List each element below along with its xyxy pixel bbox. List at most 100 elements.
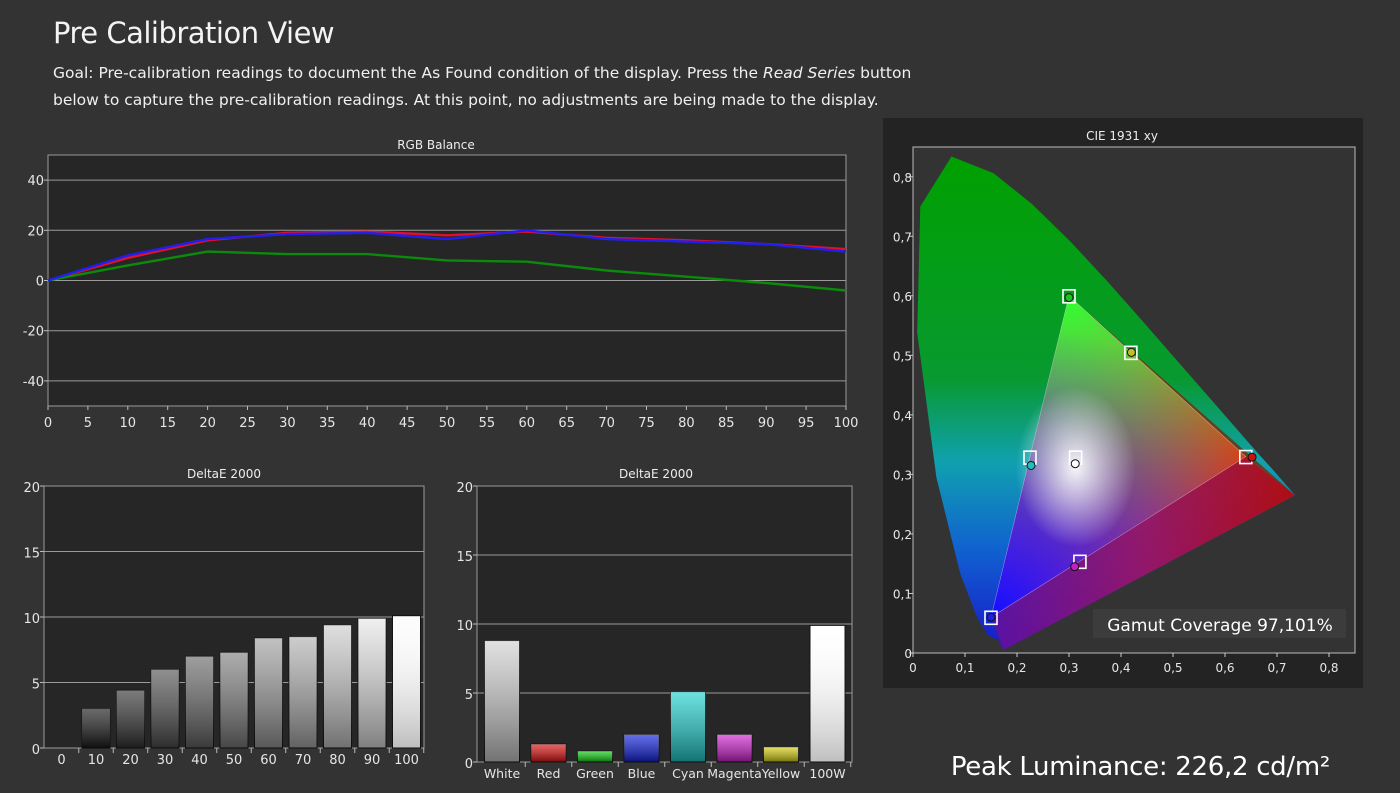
rgb-balance-x-tick-label: 100	[834, 416, 859, 431]
rgb-balance-blue-line	[47, 229, 847, 282]
grayscale-deltae-x-tick-label: 0	[57, 753, 65, 768]
color-deltae-chart: DeltaE 2000 20 15 10 5 0 White Red Green Blue Cy…	[456, 467, 853, 781]
rgb-balance-y-tick-label: 20	[27, 224, 44, 239]
cie-y-tick-label: 0,8	[893, 171, 912, 185]
rgb-balance-x-tick-label: 20	[199, 416, 216, 431]
color-deltae-grid	[477, 485, 852, 763]
grayscale-deltae-x-ticks: 0 10 20 30 40 50 60 70 80 90 100	[57, 748, 425, 768]
color-deltae-x-tick-label: Cyan	[672, 766, 704, 781]
cie-y-tick-label: 0,6	[893, 290, 912, 304]
cie-measured-point	[1070, 459, 1080, 469]
grayscale-deltae-y-tick-label: 5	[32, 678, 40, 693]
cie-measured-point	[1026, 460, 1036, 470]
color-deltae-x-tick-label: Red	[537, 766, 561, 781]
rgb-balance-lines	[47, 229, 847, 292]
read-series-emphasis: Read Series	[762, 64, 856, 82]
rgb-balance-x-tick-label: 40	[359, 416, 376, 431]
color-deltae-bar-shade	[531, 744, 566, 762]
cie-x-tick-label: 0,3	[1059, 661, 1078, 675]
rgb-balance-x-tick-label: 75	[638, 416, 655, 431]
rgb-balance-y-tick-label: -40	[23, 375, 44, 390]
color-deltae-y-tick-label: 0	[465, 757, 473, 772]
color-deltae-x-tick-label: Magenta	[707, 766, 762, 781]
grayscale-deltae-x-tick-label: 100	[394, 753, 419, 768]
grayscale-deltae-x-tick-label: 20	[122, 753, 139, 768]
grayscale-deltae-bar-shade	[323, 624, 352, 748]
cie-x-tick-label: 0,1	[955, 661, 974, 675]
grayscale-deltae-bar-shade	[151, 669, 179, 748]
grayscale-deltae-x-tick-label: 70	[295, 753, 312, 768]
rgb-balance-grid	[48, 179, 846, 382]
cie-target-square	[1062, 289, 1076, 304]
cie-x-tick-label: 0,7	[1267, 661, 1286, 675]
goal-text-prefix: Goal: Pre-calibration readings to docume…	[53, 64, 763, 82]
grayscale-deltae-x-tick-label: 40	[191, 753, 208, 768]
rgb-balance-x-tick-label: 55	[479, 416, 496, 431]
grayscale-deltae-bars	[81, 615, 421, 749]
grayscale-deltae-bar-shade	[185, 656, 214, 748]
cie-y-tick-label: 0,7	[893, 230, 912, 244]
rgb-balance-y-tick-label: 0	[36, 275, 44, 290]
cie-y-tick-label: 0	[904, 647, 912, 661]
peak-luminance: Peak Luminance: 226,2 cd/m²	[950, 752, 1330, 782]
rgb-balance-x-ticks: 0 5 10 15 20 25 30 35 40 45 50 55 60 65 70 75 80 85 90 95 10…	[44, 406, 859, 431]
grayscale-deltae-x-tick-label: 80	[329, 753, 346, 768]
cie-measured-point	[1126, 347, 1136, 357]
cie-orange-region	[1069, 295, 1246, 457]
grayscale-deltae-title: DeltaE 2000	[187, 467, 261, 481]
grayscale-deltae-y-tick-label: 20	[23, 481, 40, 496]
cie-x-tick-label: 0,4	[1111, 661, 1130, 675]
rgb-balance-title: RGB Balance	[397, 138, 475, 152]
color-deltae-x-tick-label: Blue	[628, 766, 656, 781]
rgb-balance-x-tick-label: 80	[678, 416, 695, 431]
rgb-balance-x-tick-label: 60	[519, 416, 536, 431]
grayscale-deltae-y-ticks: 20 15 10 5 0	[23, 481, 44, 758]
cie-y-tick-label: 0,4	[893, 409, 912, 423]
rgb-balance-x-tick-label: 35	[319, 416, 336, 431]
color-deltae-y-ticks: 20 15 10 5 0	[456, 481, 477, 772]
color-deltae-x-tick-label: 100W	[809, 766, 845, 781]
rgb-balance-x-tick-label: 0	[44, 416, 52, 431]
color-deltae-bar-shade	[624, 734, 659, 762]
cie-measured-point	[1070, 562, 1080, 572]
cie-y-tick-label: 0,1	[893, 587, 912, 601]
cie-x-tick-label: 0	[909, 661, 917, 675]
rgb-balance-x-tick-label: 45	[399, 416, 416, 431]
color-deltae-bar-shade	[810, 625, 845, 762]
rgb-balance-x-tick-label: 65	[558, 416, 575, 431]
grayscale-deltae-x-tick-label: 30	[157, 753, 174, 768]
cie-purple-region	[991, 456, 1295, 650]
color-deltae-bar-shade	[763, 746, 799, 762]
color-deltae-y-tick-label: 10	[456, 619, 473, 634]
cie-target-square	[1073, 554, 1087, 570]
color-deltae-y-tick-label: 20	[456, 481, 473, 496]
color-deltae-bar-shade	[717, 734, 752, 762]
color-deltae-bars	[484, 624, 846, 763]
rgb-balance-x-tick-label: 30	[279, 416, 296, 431]
cie-target-square	[1124, 345, 1138, 361]
cie-x-tick-label: 0,2	[1007, 661, 1026, 675]
grayscale-deltae-x-tick-label: 50	[226, 753, 243, 768]
goal-text-suffix: button below to capture the pre-calibrat…	[53, 64, 912, 109]
cie-x-tick-label: 0,5	[1163, 661, 1182, 675]
color-deltae-y-tick-label: 15	[456, 550, 473, 565]
color-deltae-title: DeltaE 2000	[619, 467, 693, 481]
rgb-balance-y-ticks: 40 20 0 -20 -40	[23, 174, 48, 390]
cie-x-ticks: 0 0,1 0,2 0,3 0,4 0,5 0,6 0,7 0,8	[909, 653, 1339, 675]
gamut-coverage-box	[1093, 609, 1346, 638]
page-title: Pre Calibration View	[53, 16, 335, 50]
color-deltae-bar-shade	[484, 640, 520, 762]
rgb-balance-x-tick-label: 5	[84, 416, 92, 431]
rgb-balance-y-tick-label: 40	[27, 174, 44, 189]
grayscale-deltae-y-tick-label: 15	[23, 547, 40, 562]
cie-title: CIE 1931 xy	[1086, 129, 1158, 143]
grayscale-deltae-y-tick-label: 10	[23, 612, 40, 627]
color-deltae-bar-shade	[577, 750, 613, 762]
color-deltae-x-tick-label: Green	[576, 766, 614, 781]
cie-markers	[984, 289, 1257, 626]
rgb-balance-y-tick-label: -20	[23, 325, 44, 340]
rgb-balance-x-tick-label: 25	[239, 416, 256, 431]
gamut-coverage-label: Gamut Coverage 97,101%	[1107, 616, 1332, 636]
rgb-balance-x-tick-label: 85	[718, 416, 735, 431]
